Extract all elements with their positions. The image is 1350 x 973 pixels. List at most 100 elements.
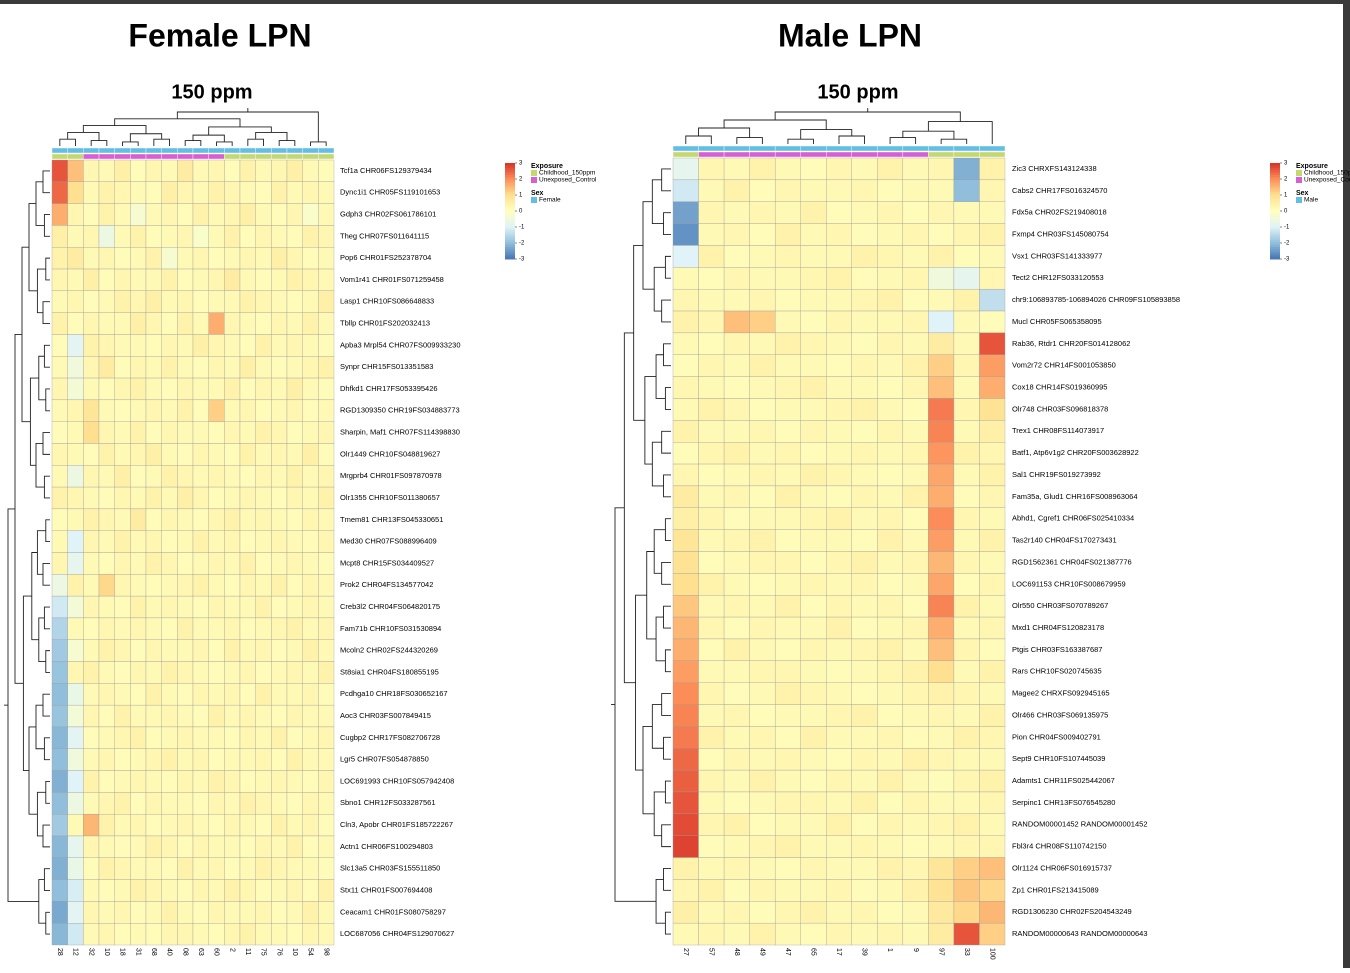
heatmap-cell — [800, 616, 827, 640]
heatmap-cell — [800, 223, 827, 246]
colorbar-segment — [1270, 165, 1280, 169]
dendrogram-branch — [36, 530, 46, 575]
column-label: 18 — [119, 948, 126, 956]
heatmap-cell — [51, 813, 68, 837]
heatmap-cell — [800, 857, 827, 880]
heatmap-cell — [255, 726, 272, 749]
colorbar-segment — [505, 254, 515, 258]
colorbar-tick-label: -1 — [519, 225, 525, 231]
heatmap-cell — [698, 201, 725, 224]
column-label: 39 — [861, 948, 868, 956]
column-annotation — [953, 151, 980, 158]
heatmap-cell — [224, 290, 241, 313]
heatmap-cell — [208, 813, 225, 837]
heatmap-cell — [826, 267, 852, 290]
heatmap-cell — [851, 420, 878, 443]
heatmap-cell — [851, 769, 878, 793]
dendrogram-branch — [661, 824, 671, 848]
dendrogram-branch — [661, 299, 671, 323]
heatmap-cell — [851, 791, 878, 815]
heatmap-cell — [255, 530, 272, 553]
row-label: LOC691153 CHR10FS008679959 — [1012, 579, 1126, 588]
heatmap-cell — [851, 223, 878, 246]
heatmap-cell — [826, 769, 852, 793]
heatmap-cell — [851, 310, 878, 334]
heatmap-cell — [851, 573, 878, 596]
heatmap-cell — [877, 223, 904, 246]
heatmap-cell — [877, 485, 904, 508]
heatmap-cell — [271, 465, 288, 488]
heatmap-cell — [902, 835, 929, 858]
heatmap-cell — [800, 332, 827, 355]
colorbar-segment — [1270, 191, 1280, 195]
heatmap-cell — [979, 179, 1006, 202]
heatmap-cell — [51, 377, 68, 401]
colorbar-segment — [1270, 244, 1280, 248]
heatmap-cell — [749, 726, 776, 749]
heatmap-cell — [208, 377, 225, 401]
heatmap-cell — [749, 354, 776, 377]
heatmap-cell — [302, 268, 319, 292]
heatmap-cell — [953, 551, 980, 574]
heatmap-cell — [698, 420, 725, 443]
heatmap-cell — [130, 923, 147, 946]
heatmap-cell — [979, 288, 1006, 312]
heatmap-cell — [953, 791, 980, 815]
heatmap-cell — [239, 377, 256, 401]
heatmap-cell — [239, 312, 256, 335]
heatmap-cell — [774, 267, 801, 290]
heatmap-cell — [271, 704, 288, 728]
heatmap-cell — [239, 574, 256, 597]
heatmap-cell — [161, 159, 178, 182]
heatmap-cell — [130, 574, 147, 597]
heatmap-cell — [749, 682, 776, 705]
heatmap-cell — [239, 879, 256, 902]
colorbar-segment — [505, 165, 515, 169]
heatmap-cell — [302, 356, 319, 379]
heatmap-cell — [255, 770, 272, 793]
heatmap-cell — [83, 334, 100, 357]
row-label: LOC691993 CHR10FS057942408 — [340, 776, 454, 785]
heatmap-cell — [208, 552, 225, 575]
heatmap-cell — [902, 726, 929, 749]
heatmap-cell — [286, 813, 303, 837]
heatmap-cell — [130, 421, 147, 444]
dendrogram-branch — [655, 354, 666, 399]
heatmap-cell — [318, 247, 335, 270]
legend-swatch — [1296, 197, 1302, 203]
heatmap-cell — [145, 770, 162, 793]
heatmap-cell — [979, 223, 1006, 246]
colorbar-segment — [505, 211, 515, 214]
heatmap-cell — [67, 356, 84, 379]
row-label: Actn1 CHR06FS100294803 — [340, 842, 433, 851]
legend-swatch — [531, 170, 537, 176]
heatmap-cell — [224, 443, 241, 466]
heatmap-cell — [749, 901, 776, 924]
heatmap-cell — [161, 923, 178, 946]
heatmap-cell — [774, 245, 801, 268]
heatmap-cell — [953, 376, 980, 399]
dendrogram-branch — [208, 126, 272, 136]
heatmap-cell — [286, 617, 303, 640]
heatmap-cell — [928, 245, 955, 268]
row-label: Pcdhga10 CHR18FS030652167 — [340, 689, 448, 698]
heatmap-cell — [161, 399, 178, 422]
heatmap-cell — [826, 726, 852, 749]
heatmap-cell — [877, 332, 904, 355]
heatmap-cell — [826, 551, 852, 574]
dendrogram-branch — [42, 170, 50, 194]
heatmap-cell — [98, 792, 115, 815]
dendrogram-branch — [633, 244, 645, 421]
heatmap-cell — [672, 310, 699, 334]
heatmap-cell — [145, 399, 162, 422]
row-label: Olr466 CHR03FS069135975 — [1012, 710, 1108, 719]
heatmap-cell — [239, 704, 256, 728]
heatmap-cell — [208, 443, 225, 466]
heatmap-cell — [698, 901, 725, 924]
heatmap-cell — [672, 442, 699, 465]
row-label: Sharpin, Maf1 CHR07FS114398830 — [340, 428, 460, 437]
heatmap-cell — [302, 312, 319, 335]
legend-title: Exposure — [531, 163, 563, 170]
heatmap-cell — [302, 225, 319, 248]
heatmap-cell — [98, 552, 115, 575]
